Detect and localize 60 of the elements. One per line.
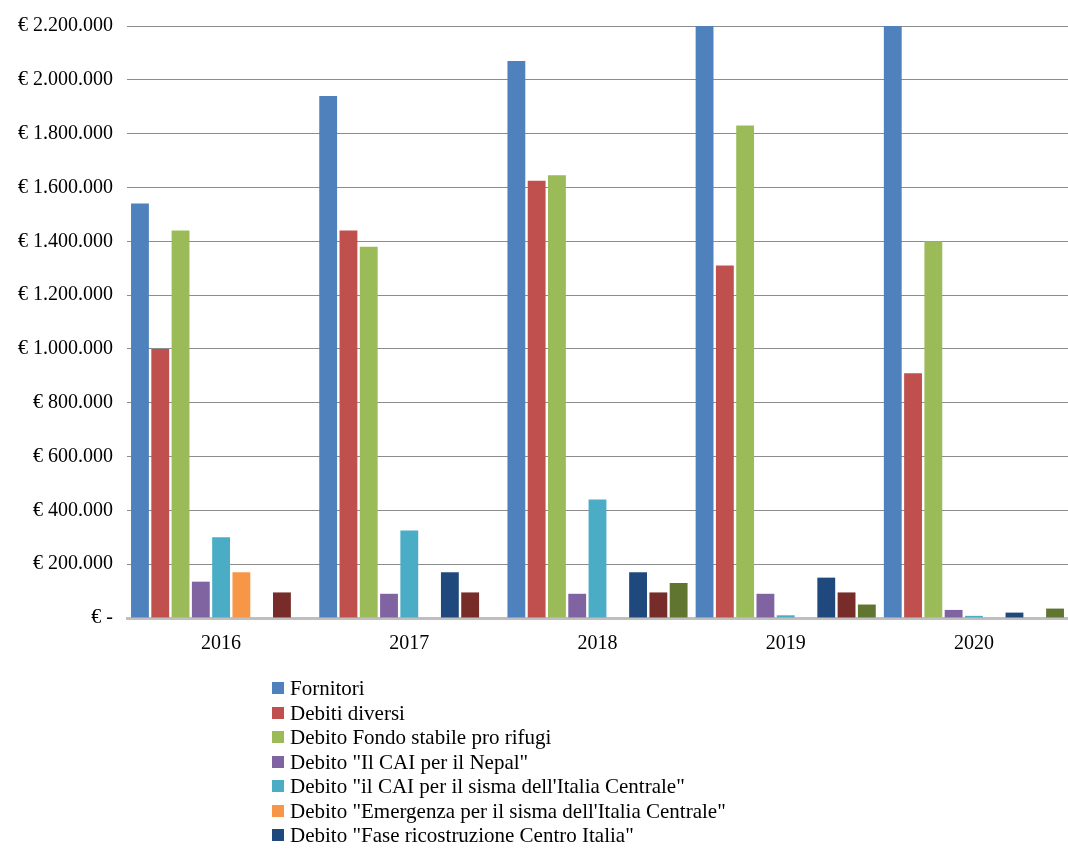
bar bbox=[756, 593, 775, 618]
legend-label: Debito Fondo stabile pro rifugi bbox=[290, 725, 552, 750]
y-tick-label: € 1.400.000 bbox=[18, 228, 113, 251]
bar bbox=[568, 593, 587, 618]
bar bbox=[857, 604, 876, 618]
y-tick-label: € 600.000 bbox=[33, 443, 113, 466]
y-tick-label: € 400.000 bbox=[33, 497, 113, 520]
bar bbox=[319, 95, 338, 618]
bar bbox=[232, 572, 251, 618]
bar bbox=[649, 592, 668, 618]
bar bbox=[776, 615, 795, 618]
bar bbox=[904, 373, 922, 618]
bar bbox=[527, 180, 546, 618]
bar bbox=[1005, 612, 1024, 618]
bar bbox=[131, 203, 149, 618]
bar bbox=[380, 593, 398, 618]
y-tick-label: € 800.000 bbox=[33, 389, 113, 412]
bar bbox=[817, 577, 836, 618]
bar bbox=[695, 26, 714, 618]
bar bbox=[1046, 608, 1064, 618]
bar bbox=[151, 348, 170, 618]
y-tick-label: € 1.000.000 bbox=[18, 336, 113, 359]
bar bbox=[400, 530, 419, 618]
y-tick-label: € 2.000.000 bbox=[18, 67, 113, 90]
y-tick-label: € 1.200.000 bbox=[18, 282, 113, 305]
bar bbox=[440, 572, 459, 618]
x-tick-label: 2019 bbox=[765, 631, 806, 654]
x-tick-label: 2017 bbox=[389, 631, 430, 654]
bar bbox=[837, 592, 856, 618]
bar bbox=[548, 175, 566, 618]
bar bbox=[339, 230, 358, 618]
legend-label: Debito "Il CAI per il Nepal" bbox=[290, 749, 529, 774]
y-tick-label: € 200.000 bbox=[33, 551, 113, 574]
x-tick-label: 2018 bbox=[577, 631, 618, 654]
y-tick-label: € - bbox=[91, 605, 113, 628]
bar bbox=[171, 230, 190, 618]
bar bbox=[715, 265, 734, 618]
x-tick-label: 2020 bbox=[953, 631, 994, 654]
legend-label: Debito "Emergenza per il sisma dell'Italia Centrale" bbox=[290, 798, 726, 823]
bar bbox=[944, 609, 963, 618]
y-tick-label: € 1.800.000 bbox=[18, 120, 113, 143]
bar bbox=[507, 60, 526, 618]
y-tick-label: € 1.600.000 bbox=[18, 174, 113, 197]
bar bbox=[736, 125, 755, 618]
bar bbox=[629, 572, 647, 618]
bar bbox=[461, 592, 480, 618]
legend-label: Debito "il CAI per il sisma dell'Italia Centrale" bbox=[290, 774, 685, 799]
bar bbox=[212, 537, 231, 618]
bar bbox=[588, 499, 607, 618]
bar bbox=[883, 26, 902, 618]
bar bbox=[273, 592, 291, 618]
legend-label: Debiti diversi bbox=[290, 700, 405, 725]
bar bbox=[924, 241, 943, 618]
bar bbox=[669, 583, 688, 618]
legend-label: Fornitori bbox=[290, 676, 365, 701]
bar bbox=[359, 246, 378, 618]
bar bbox=[191, 581, 210, 618]
x-tick-label: 2016 bbox=[201, 631, 242, 654]
legend-label: Debito "Fase ricostruzione Centro Italia" bbox=[290, 823, 634, 848]
y-tick-label: € 2.200.000 bbox=[18, 13, 113, 36]
